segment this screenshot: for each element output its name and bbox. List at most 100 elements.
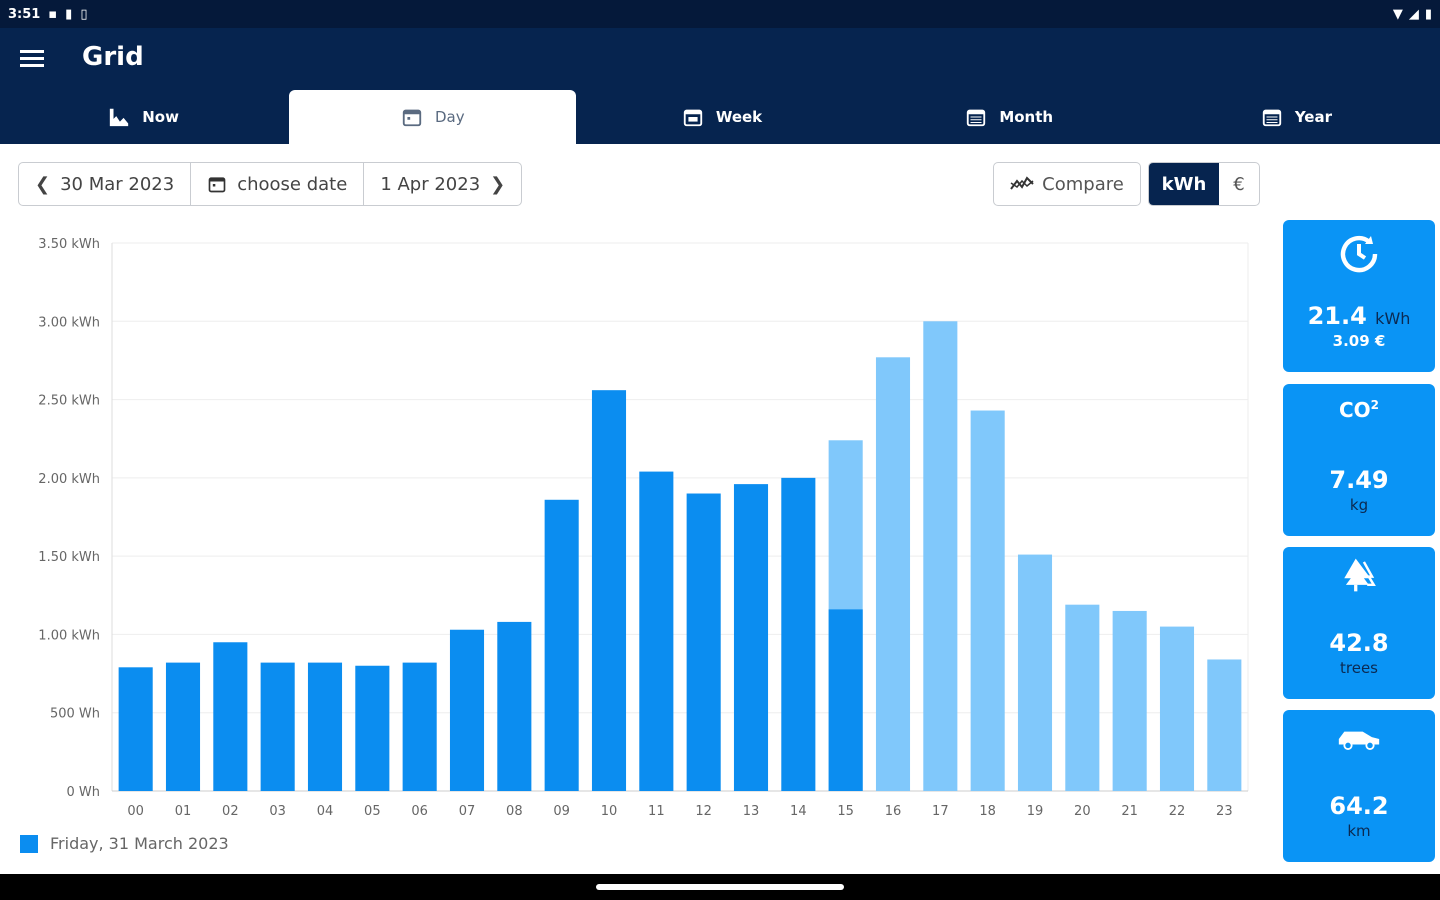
bar-actual-03 (260, 662, 295, 791)
bar-forecast-21 (1112, 610, 1147, 791)
x-tick-label: 09 (553, 804, 570, 819)
x-tick-label: 11 (648, 804, 665, 819)
bar-forecast-23 (1207, 659, 1242, 791)
calendar-icon (967, 109, 986, 127)
next-day-button[interactable]: 1 Apr 2023 ❯ (364, 163, 521, 205)
bar-actual-00 (118, 667, 153, 791)
bar-forecast-16 (875, 357, 911, 791)
tab-month[interactable]: Month (866, 90, 1153, 144)
battery-saver-icon: ▯ (80, 6, 88, 22)
battery-icon: ▮ (1424, 6, 1432, 22)
y-tick-label: 2.50 kWh (38, 394, 100, 409)
y-tick-label: 500 Wh (50, 707, 100, 722)
tab-week[interactable]: Week (578, 90, 865, 144)
bar-actual-01 (165, 662, 201, 791)
status-time: 3:51 (8, 6, 41, 22)
x-tick-label: 21 (1121, 804, 1138, 819)
previous-day-button[interactable]: ❮ 30 Mar 2023 (19, 163, 192, 205)
unit-euro-button[interactable]: € (1233, 173, 1245, 195)
bar-actual-13 (733, 484, 769, 791)
calendar-icon (1262, 109, 1281, 127)
notification-icon: ▪ (48, 6, 58, 22)
legend-swatch (20, 834, 38, 853)
compare-chart-icon (1010, 176, 1034, 190)
date-navigator: ❮ 30 Mar 2023 choose date 1 Apr 2023 ❯ (18, 162, 523, 206)
x-tick-label: 14 (790, 804, 807, 819)
y-tick-label: 0 Wh (67, 785, 101, 800)
choose-date-button[interactable]: choose date (191, 163, 365, 205)
chart-legend[interactable]: Friday, 31 March 2023 (20, 834, 229, 853)
co2-card: CO 2 7.49 kg (1283, 384, 1435, 536)
next-date-label: 1 Apr 2023 (380, 173, 481, 195)
tab-label: Day (434, 108, 465, 126)
car-distance-card: 64.2 km (1283, 710, 1435, 862)
calendar-icon (208, 177, 226, 193)
car-km-value: 64.2 (1329, 792, 1389, 820)
bar-actual-05 (355, 665, 390, 791)
tab-label: Month (999, 108, 1054, 126)
bar-actual-08 (497, 621, 532, 791)
bar-actual-10 (591, 390, 627, 791)
x-tick-label: 20 (1074, 804, 1091, 819)
total-kwh-value: 21.4 (1307, 302, 1367, 330)
x-tick-label: 02 (222, 804, 239, 819)
tab-label: Now (142, 108, 179, 126)
bar-actual-07 (449, 629, 485, 791)
tab-year[interactable]: Year (1153, 90, 1440, 144)
wifi-icon: ▼ (1392, 6, 1403, 22)
trees-unit: trees (1340, 659, 1378, 677)
bar-actual-12 (686, 493, 721, 791)
co2-unit: kg (1349, 496, 1369, 514)
bar-forecast-17 (923, 321, 958, 791)
bar-actual-04 (307, 662, 343, 791)
x-tick-label: 04 (317, 804, 334, 819)
trees-card: 42.8 trees (1283, 547, 1435, 699)
total-energy-card: 21.4 kWh 3.09 € (1283, 220, 1435, 372)
navigation-bar (0, 874, 1440, 900)
tab-day[interactable]: Day (289, 90, 577, 144)
car-km-unit: km (1347, 822, 1371, 840)
area-chart-icon (110, 108, 129, 127)
tab-bar: Now Day Week Month Year (0, 90, 1440, 144)
x-tick-label: 03 (269, 804, 286, 819)
x-tick-label: 05 (364, 804, 381, 819)
x-tick-label: 18 (979, 804, 996, 819)
choose-date-label: choose date (237, 173, 348, 195)
menu-icon[interactable] (20, 50, 44, 68)
unit-toggle: kWh € (1148, 162, 1260, 206)
y-tick-label: 1.50 kWh (38, 550, 100, 565)
home-indicator[interactable] (596, 884, 844, 890)
co2-icon: CO 2 (1338, 398, 1380, 422)
co2-value: 7.49 (1329, 466, 1389, 494)
x-tick-label: 13 (743, 804, 760, 819)
bar-actual-02 (213, 642, 248, 791)
sd-card-icon: ▮ (65, 6, 73, 22)
car-icon (1338, 731, 1380, 750)
app-bar: Grid Now Day Week Month Year (0, 28, 1440, 144)
x-tick-label: 06 (411, 804, 428, 819)
tab-now[interactable]: Now (0, 90, 287, 144)
calendar-icon (683, 109, 702, 127)
x-tick-label: 07 (459, 804, 476, 819)
y-tick-label: 2.00 kWh (38, 472, 100, 487)
compare-button[interactable]: Compare (993, 162, 1141, 206)
trees-value: 42.8 (1329, 629, 1389, 657)
x-tick-label: 01 (175, 804, 192, 819)
x-tick-label: 23 (1216, 804, 1233, 819)
bar-actual-09 (544, 499, 579, 791)
chevron-right-icon: ❯ (490, 173, 506, 195)
y-tick-label: 3.00 kWh (38, 315, 100, 330)
unit-kwh-button[interactable]: kWh (1149, 163, 1219, 205)
x-tick-label: 10 (601, 804, 618, 819)
y-tick-label: 3.50 kWh (38, 237, 100, 252)
calendar-icon (402, 109, 422, 127)
x-tick-label: 17 (932, 804, 949, 819)
tab-label: Week (715, 108, 763, 126)
status-bar: 3:51 ▪ ▮ ▯ ▼ ◢ ▮ (0, 0, 1440, 28)
bar-actual-15 (828, 609, 863, 791)
legend-label: Friday, 31 March 2023 (50, 834, 229, 853)
bar-forecast-19 (1017, 554, 1053, 791)
prev-date-label: 30 Mar 2023 (60, 173, 175, 195)
signal-icon: ◢ (1408, 6, 1419, 22)
bar-actual-14 (781, 477, 816, 791)
